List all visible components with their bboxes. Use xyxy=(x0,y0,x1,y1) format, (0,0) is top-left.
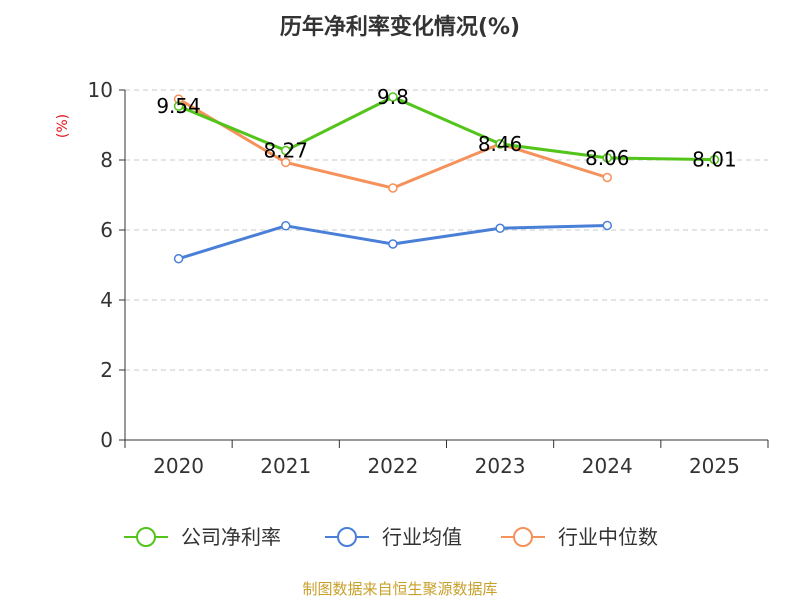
source-note: 制图数据来自恒生聚源数据库 xyxy=(302,580,497,598)
data-point xyxy=(388,239,398,249)
series-group xyxy=(173,92,720,264)
x-tick-label: 2024 xyxy=(582,454,633,478)
x-tick-label: 2021 xyxy=(260,454,311,478)
data-point xyxy=(602,172,612,183)
gridlines xyxy=(125,89,768,371)
data-point xyxy=(495,139,505,149)
legend-label: 公司净利率 xyxy=(181,525,281,549)
data-label: 8.46 xyxy=(478,132,523,156)
x-tick-label: 2023 xyxy=(475,454,526,478)
legend-marker xyxy=(337,527,357,547)
data-point xyxy=(388,92,398,102)
legend[interactable]: 公司净利率 行业均值 行业中位数 xyxy=(124,525,658,549)
data-label: 8.01 xyxy=(692,148,737,172)
x-tick-label: 2025 xyxy=(689,454,740,478)
chart-title: 历年净利率变化情况(%) xyxy=(280,14,520,40)
legend-marker xyxy=(513,527,533,547)
data-label: 8.06 xyxy=(585,146,630,170)
data-point xyxy=(388,183,398,193)
legend-label: 行业中位数 xyxy=(558,525,658,549)
y-axis-label: (%) xyxy=(55,114,71,138)
legend-item-0[interactable]: 公司净利率 xyxy=(124,525,281,549)
data-point xyxy=(281,157,291,168)
data-point xyxy=(495,223,505,233)
data-label: 9.54 xyxy=(156,94,201,118)
y-tick-label: 2 xyxy=(100,358,113,382)
legend-item-2[interactable]: 行业中位数 xyxy=(501,525,658,549)
x-tick-label: 2020 xyxy=(153,454,204,478)
y-tick-label: 10 xyxy=(88,78,113,102)
y-tick-label: 4 xyxy=(100,288,113,312)
y-tick-label: 8 xyxy=(100,148,113,172)
legend-item-1[interactable]: 行业均值 xyxy=(325,525,462,549)
data-point xyxy=(602,220,612,231)
data-labels: 9.54 8.27 9.8 8.46 8.06 8.01 xyxy=(156,85,736,172)
data-point xyxy=(709,154,720,165)
y-tick-label: 6 xyxy=(100,218,113,242)
data-point xyxy=(281,145,291,156)
data-label: 9.8 xyxy=(377,85,409,109)
series-line-2 xyxy=(177,97,608,190)
x-tick-label: 2022 xyxy=(367,454,418,478)
data-point xyxy=(602,153,612,163)
legend-marker xyxy=(136,527,156,547)
axes: 0 2 4 6 8 10 2020 2021 2022 2023 2024 2025 xyxy=(88,78,769,478)
data-point xyxy=(173,101,184,111)
data-label: 8.27 xyxy=(263,139,308,163)
data-point xyxy=(281,221,291,231)
series-line-0 xyxy=(178,95,715,162)
y-tick-label: 0 xyxy=(100,428,113,452)
data-point xyxy=(173,253,184,264)
legend-label: 行业均值 xyxy=(382,525,462,549)
